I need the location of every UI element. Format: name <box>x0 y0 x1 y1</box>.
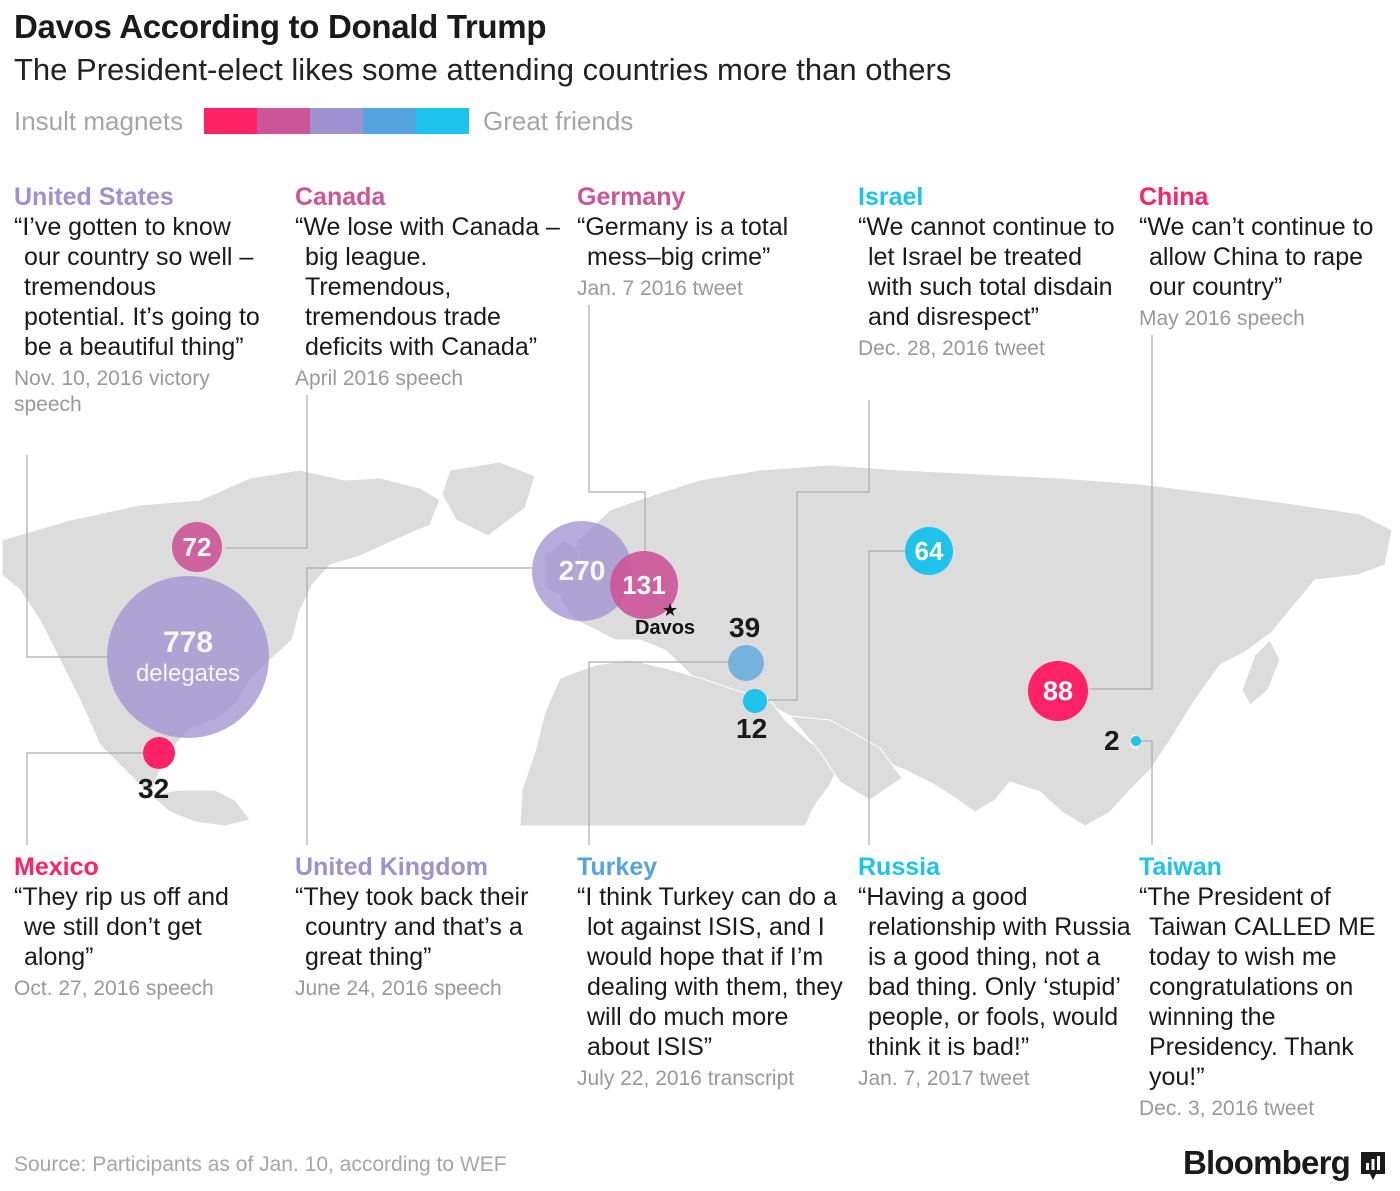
bubble-unit-label: delegates <box>135 660 241 687</box>
bubble-china: 88 <box>1028 661 1088 721</box>
card-canada: Canada “We lose with Canada – big league… <box>295 183 570 392</box>
landmass-japan <box>1241 639 1281 706</box>
bubble-russia: 64 <box>905 527 953 575</box>
bloomberg-chart-icon <box>1361 1152 1385 1180</box>
country-name: Turkey <box>577 853 658 881</box>
bubble-taiwan <box>1131 736 1141 746</box>
country-quote: “We lose with Canada – big league. Treme… <box>295 213 560 361</box>
leader-line-turkey <box>588 661 728 845</box>
bubble-canada: 72 <box>172 522 222 572</box>
legend-swatch-5 <box>416 108 469 134</box>
legend-swatch-4 <box>363 108 416 134</box>
leader-line-china <box>1090 335 1153 690</box>
landmass-arabia <box>788 715 903 801</box>
card-germany: Germany “Germany is a total mess–big cri… <box>577 183 852 302</box>
card-israel: Israel “We cannot continue to let Israel… <box>858 183 1133 362</box>
legend-label-friends: Great friends <box>483 106 634 136</box>
country-name: Germany <box>577 183 686 211</box>
value-label-mexico: 32 <box>138 773 170 804</box>
country-quote: “They rip us off and we still don’t get … <box>14 883 229 971</box>
quote-date: Oct. 27, 2016 speech <box>14 977 214 1000</box>
country-name: China <box>1139 183 1209 211</box>
bubble-value-canada: 72 <box>182 531 212 562</box>
landmass-greenland <box>441 461 536 537</box>
davos-star-icon: ★ <box>662 600 679 620</box>
bubble-value-united-kingdom: 270 <box>558 555 606 586</box>
landmass-central-america <box>148 789 251 827</box>
legend-swatch-3 <box>310 108 363 134</box>
legend-label-insult: Insult magnets <box>14 106 184 136</box>
leader-line-uk <box>306 567 532 845</box>
card-russia: Russia “Having a good relationship with … <box>858 853 1133 1092</box>
bubble-mexico <box>143 737 175 769</box>
country-name: Canada <box>295 183 386 211</box>
country-name: Russia <box>858 853 940 881</box>
country-quote: “I think Turkey can do a lot against ISI… <box>577 883 843 1061</box>
country-name: United States <box>14 183 174 211</box>
country-quote: “We can’t continue to allow China to rap… <box>1139 213 1374 301</box>
quote-date: July 22, 2016 transcript <box>577 1067 795 1090</box>
bloomberg-logo: Bloomberg <box>1183 1144 1351 1181</box>
quote-date: Jan. 7 2016 tweet <box>577 277 743 300</box>
bubble-turkey <box>728 645 764 681</box>
davos-label: Davos <box>635 617 696 639</box>
bubble-germany: 131 <box>610 551 678 619</box>
country-name: Taiwan <box>1139 853 1222 881</box>
country-name: United Kingdom <box>295 853 489 881</box>
chart-subtitle: The President-elect likes some attending… <box>14 52 952 87</box>
country-quote: “They took back their country and that’s… <box>295 883 529 971</box>
country-quote: “Germany is a total mess–big crime” <box>577 213 789 271</box>
quote-date: June 24, 2016 speech <box>295 977 502 1000</box>
country-quote: “We cannot continue to let Israel be tre… <box>858 213 1115 331</box>
quote-date: Nov. 10, 2016 victory speech <box>14 367 210 416</box>
leader-line-germany <box>588 305 646 555</box>
bubble-value-russia: 64 <box>914 535 944 566</box>
country-name: Israel <box>858 183 924 211</box>
country-quote: “Having a good relationship with Russia … <box>858 883 1131 1061</box>
legend-swatch-2 <box>257 108 310 134</box>
source-note: Source: Participants as of Jan. 10, acco… <box>14 1153 507 1176</box>
bubble-value-germany: 131 <box>622 569 666 600</box>
leader-line-russia <box>868 550 906 845</box>
value-label-israel: 12 <box>736 713 768 744</box>
card-china: China “We can’t continue to allow China … <box>1139 183 1400 332</box>
leader-line-taiwan <box>1140 740 1153 845</box>
value-label-turkey: 39 <box>729 612 761 643</box>
country-quote: “The President of Taiwan CALLED ME today… <box>1139 883 1376 1091</box>
quote-date: Dec. 3, 2016 tweet <box>1139 1097 1315 1120</box>
quote-date: April 2016 speech <box>295 367 464 390</box>
chart-title: Davos According to Donald Trump <box>14 8 547 45</box>
quote-date: May 2016 speech <box>1139 307 1305 330</box>
bubble-value-united-states: 778 <box>162 626 214 659</box>
leader-line-mexico <box>26 752 143 845</box>
quote-date: Dec. 28, 2016 tweet <box>858 337 1045 360</box>
leader-line-canada <box>226 395 308 549</box>
legend-color-scale <box>204 108 469 134</box>
legend-swatch-1 <box>204 108 257 134</box>
value-label-taiwan: 2 <box>1104 725 1120 756</box>
card-united-states: United States “I’ve gotten to know our c… <box>14 183 289 418</box>
country-name: Mexico <box>14 853 99 881</box>
leader-lines <box>26 305 1153 845</box>
quote-date: Jan. 7, 2017 tweet <box>858 1067 1030 1090</box>
leader-line-israel <box>768 400 870 701</box>
country-quote: “I’ve gotten to know our country so well… <box>14 213 260 361</box>
bubble-israel <box>743 689 767 713</box>
card-taiwan: Taiwan “The President of Taiwan CALLED M… <box>1139 853 1397 1122</box>
bubble-united-states: 778 delegates <box>107 576 269 738</box>
card-mexico: Mexico “They rip us off and we still don… <box>14 853 289 1002</box>
card-turkey: Turkey “I think Turkey can do a lot agai… <box>577 853 852 1092</box>
bubble-value-china: 88 <box>1042 675 1074 706</box>
leader-line-us <box>26 455 110 658</box>
card-united-kingdom: United Kingdom “They took back their cou… <box>295 853 570 1002</box>
